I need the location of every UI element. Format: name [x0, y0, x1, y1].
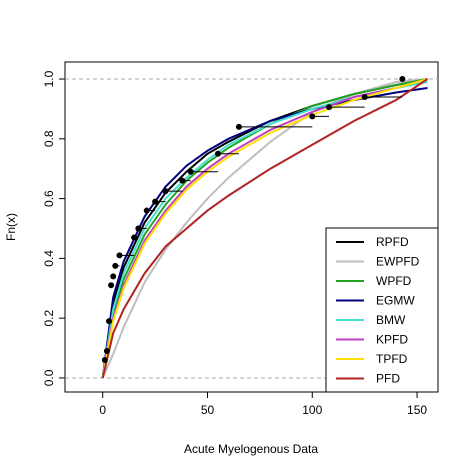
ecdf-point	[162, 188, 169, 195]
ecdf-point	[135, 225, 142, 232]
ecdf-point	[106, 318, 113, 325]
legend-box	[325, 227, 439, 393]
legend-label: PFD	[376, 372, 400, 386]
plot-frame	[64, 61, 439, 393]
ecdf-point	[116, 252, 123, 259]
y-tick-label: 0.6	[42, 190, 56, 207]
plot-area	[65, 76, 438, 379]
x-axis-label: Acute Myelogenous Data	[184, 442, 318, 456]
ecdf-point	[103, 348, 110, 355]
ecdf-point	[361, 93, 368, 100]
legend-label: BMW	[376, 313, 406, 327]
legend-label: TPFD	[376, 352, 408, 366]
ecdf-point	[326, 104, 333, 111]
ecdf-point	[187, 168, 194, 175]
ecdf-point	[214, 150, 221, 157]
x-tick-label: 50	[201, 403, 215, 417]
ecdf-point	[101, 357, 108, 364]
fitted-cdf	[101, 78, 429, 379]
ecdf-point	[131, 234, 138, 241]
legend-label: RPFD	[376, 235, 409, 249]
x-tick-label: 100	[302, 403, 322, 417]
y-tick-label: 0.2	[42, 310, 56, 327]
x-tick-label: 150	[407, 403, 427, 417]
ecdf-point	[110, 273, 117, 280]
ecdf-point	[309, 113, 316, 120]
legend-label: KPFD	[376, 333, 408, 347]
y-tick-label: 0.8	[42, 130, 56, 147]
y-tick-label: 1.0	[42, 70, 56, 87]
y-axis-label: Fn(x)	[4, 213, 18, 241]
y-tick-label: 0.4	[42, 250, 56, 267]
legend-label: EGMW	[376, 294, 415, 308]
y-tick-label: 0.0	[42, 369, 56, 386]
ecdf-point	[179, 177, 186, 184]
x-tick-label: 0	[99, 403, 106, 417]
legend-label: EWPFD	[376, 255, 420, 269]
ecdf-point	[399, 76, 406, 83]
fitted-cdf	[101, 78, 428, 379]
legend: RPFD EWPFD WPFD EGMW BMW KPFD TPFD PFD	[325, 227, 439, 393]
ecdf-point	[143, 207, 150, 214]
fitted-cdf	[101, 78, 428, 379]
ecdf-point	[152, 198, 159, 205]
ecdf-point	[235, 123, 242, 130]
ecdf-point	[112, 262, 119, 269]
ecdf-point	[108, 282, 115, 289]
legend-label: WPFD	[376, 274, 412, 288]
